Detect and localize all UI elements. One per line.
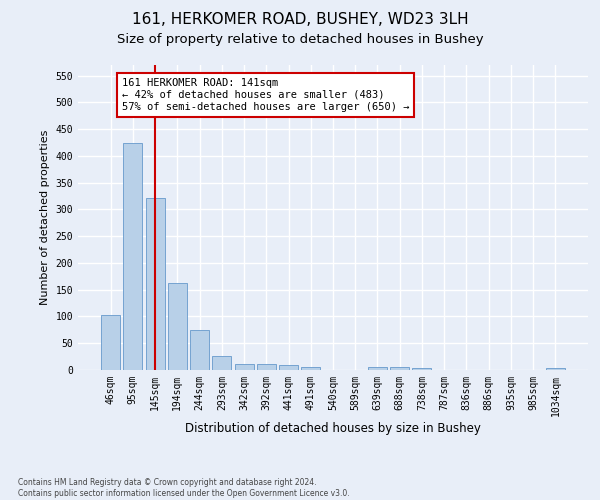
- Bar: [190, 330, 209, 370]
- Bar: [368, 367, 387, 370]
- Bar: [301, 368, 320, 370]
- Bar: [235, 364, 254, 370]
- Bar: [412, 368, 431, 370]
- Bar: [279, 365, 298, 370]
- Bar: [101, 315, 120, 370]
- Bar: [146, 198, 164, 370]
- Text: 161, HERKOMER ROAD, BUSHEY, WD23 3LH: 161, HERKOMER ROAD, BUSHEY, WD23 3LH: [131, 12, 469, 28]
- Bar: [546, 368, 565, 370]
- Bar: [124, 142, 142, 370]
- Bar: [168, 283, 187, 370]
- X-axis label: Distribution of detached houses by size in Bushey: Distribution of detached houses by size …: [185, 422, 481, 434]
- Y-axis label: Number of detached properties: Number of detached properties: [40, 130, 50, 305]
- Text: 161 HERKOMER ROAD: 141sqm
← 42% of detached houses are smaller (483)
57% of semi: 161 HERKOMER ROAD: 141sqm ← 42% of detac…: [122, 78, 409, 112]
- Bar: [212, 356, 231, 370]
- Bar: [390, 367, 409, 370]
- Text: Size of property relative to detached houses in Bushey: Size of property relative to detached ho…: [116, 32, 484, 46]
- Text: Contains HM Land Registry data © Crown copyright and database right 2024.
Contai: Contains HM Land Registry data © Crown c…: [18, 478, 350, 498]
- Bar: [257, 364, 276, 370]
